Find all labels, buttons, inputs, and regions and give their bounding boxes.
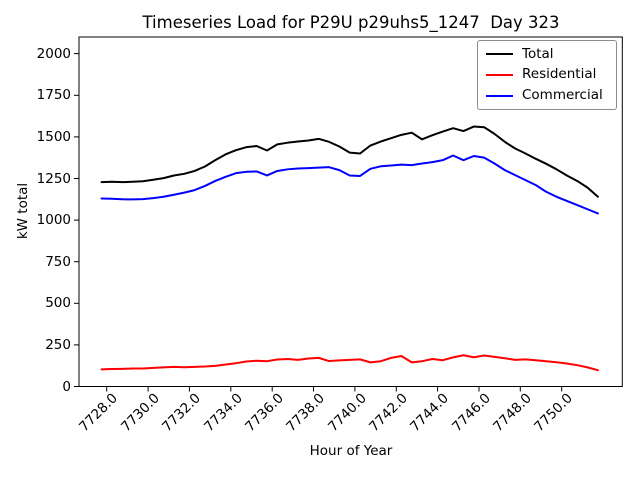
legend-entry-total: Total (486, 45, 608, 62)
series-line-residential (100, 354, 599, 372)
legend: Total Residential Commercial (477, 40, 617, 110)
legend-line-sample-total (486, 53, 513, 56)
series-line-total (100, 125, 599, 198)
series-line-commercial (100, 154, 599, 215)
legend-label: Commercial (522, 87, 603, 104)
legend-entry-residential: Residential (486, 67, 608, 82)
y-tick-label: 500 (45, 295, 71, 312)
legend-label: Residential (522, 66, 597, 83)
y-tick-label: 750 (45, 253, 71, 270)
y-tick-label: 1250 (36, 170, 71, 187)
y-tick-label: 250 (45, 336, 71, 353)
y-axis-label: kW total (15, 182, 31, 240)
y-tick-label: 1750 (36, 87, 71, 104)
legend-line-sample-commercial (486, 94, 513, 97)
y-tick-label: 1000 (36, 212, 71, 229)
chart-title: Timeseries Load for P29U p29uhs5_1247 Da… (142, 13, 560, 32)
legend-line-sample-residential (486, 73, 513, 76)
axes-frame (78, 36, 623, 387)
legend-entry-commercial: Commercial (486, 88, 608, 103)
x-axis-label: Hour of Year (309, 443, 393, 459)
y-tick-label: 2000 (36, 45, 71, 62)
y-tick-label: 1500 (36, 128, 71, 145)
y-tick-label: 0 (62, 378, 71, 395)
legend-label: Total (522, 45, 554, 62)
